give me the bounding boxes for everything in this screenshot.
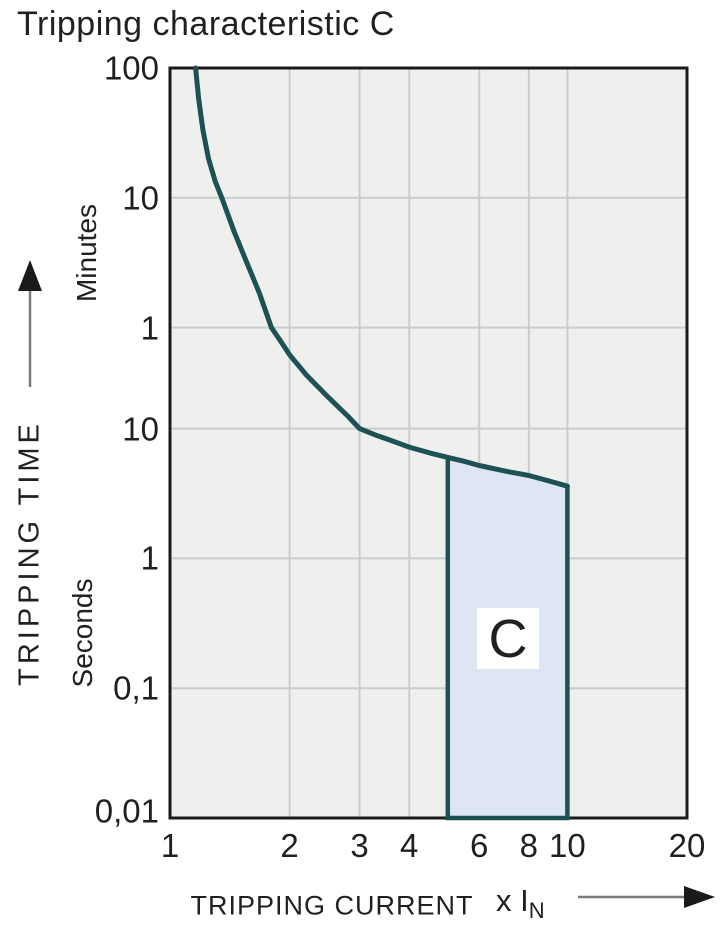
x-tick-label-8: 8	[519, 827, 539, 864]
region-c-label-box: C	[477, 608, 539, 669]
y-tick-label-1-seconds: 1	[140, 539, 159, 577]
x-tick-label-10: 10	[549, 827, 586, 864]
y-tick-label-10-minutes: 10	[122, 179, 159, 217]
x-in-unit-subscript: N	[528, 898, 545, 923]
up-arrow-icon	[18, 260, 42, 387]
region-c-border	[445, 457, 570, 821]
tripping-curve	[193, 65, 570, 489]
plot-border	[168, 66, 689, 820]
seconds-axis-label: Seconds	[67, 578, 98, 688]
region-c-label: C	[488, 608, 528, 669]
minutes-axis-label: Minutes	[71, 203, 102, 303]
y-axis-title: TRIPPING TIME	[13, 420, 46, 686]
y-tick-label-0_1-seconds: 0,1	[113, 669, 159, 707]
y-tick-label-0_01-seconds: 0,01	[94, 792, 159, 830]
x-tick-label-3: 3	[350, 827, 369, 864]
y-tick-label-10-seconds: 10	[122, 410, 159, 448]
plot-background	[170, 68, 687, 818]
x-in-unit-label: x IN	[496, 883, 545, 924]
x-tick-label-20: 20	[668, 827, 706, 864]
x-in-unit-prefix: x I	[496, 883, 529, 918]
x-axis-title: TRIPPING CURRENT	[190, 890, 474, 921]
x-tick-label-6: 6	[470, 827, 489, 864]
right-arrow-icon	[578, 886, 715, 908]
x-tick-label-1: 1	[160, 827, 180, 864]
y-tick-label-100-minutes: 100	[103, 49, 159, 87]
x-tick-label-2: 2	[280, 827, 299, 864]
y-tick-label-1-minutes: 1	[140, 309, 159, 347]
x-tick-label-4: 4	[400, 827, 419, 864]
chart-title: Tripping characteristic C	[17, 5, 395, 43]
